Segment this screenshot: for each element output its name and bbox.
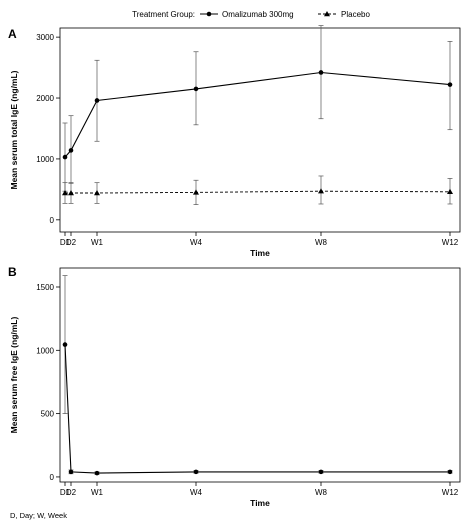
x-axis-label-b: Time: [250, 498, 270, 508]
y-tick-label: 1000: [36, 346, 54, 355]
footnote: D, Day; W, Week: [10, 511, 67, 520]
x-tick-label: D2: [66, 238, 77, 247]
y-axis-label-b: Mean serum free IgE (ng/mL): [9, 317, 19, 434]
x-tick-label: D1: [60, 238, 71, 247]
data-point: [447, 82, 453, 87]
series-line: [64, 71, 451, 158]
legend-marker-circle: [206, 11, 212, 17]
x-tick-label: W4: [190, 238, 203, 247]
x-tick-label: W8: [315, 238, 328, 247]
x-tick-label: W8: [315, 488, 328, 497]
legend-item-placebo: Placebo: [318, 10, 370, 19]
y-tick-label: 500: [41, 410, 55, 419]
x-tick-label: W12: [442, 488, 459, 497]
y-tick-label: 3000: [36, 33, 54, 42]
data-point: [318, 188, 324, 194]
data-point: [62, 342, 68, 347]
data-point: [447, 469, 453, 475]
y-tick-label: 0: [50, 473, 55, 482]
plot-area-a: [62, 25, 453, 205]
data-point: [62, 190, 68, 196]
data-point: [94, 470, 100, 476]
legend-label-omalizumab: Omalizumab 300mg: [222, 10, 294, 19]
x-tick-label: D1: [60, 488, 71, 497]
y-tick-label: 2000: [36, 94, 54, 103]
series-line: [64, 344, 450, 474]
plot-frame-a: [59, 27, 461, 233]
data-point: [193, 86, 199, 92]
series-line: [65, 190, 451, 194]
plot-frame-b: [59, 267, 461, 483]
y-tick-label: 0: [50, 216, 55, 225]
legend: Treatment Group: Omalizumab 300mg Placeb…: [132, 10, 370, 19]
x-tick-label: D2: [66, 488, 77, 497]
legend-title: Treatment Group:: [132, 10, 195, 19]
y-axis-b: 0 500 1000 1500: [36, 283, 60, 482]
y-axis-a: 0 1000 2000 3000: [36, 33, 60, 225]
x-tick-label: W12: [442, 238, 459, 247]
data-point: [94, 190, 100, 196]
data-point: [318, 469, 324, 475]
x-tick-label: W1: [91, 238, 104, 247]
data-point: [193, 469, 199, 475]
legend-marker-triangle: [324, 11, 330, 17]
y-axis-label-a: Mean serum total IgE (ng/mL): [9, 70, 19, 189]
panel-label-b: B: [8, 265, 17, 279]
y-tick-label: 1500: [36, 283, 54, 292]
data-point: [62, 154, 68, 160]
plot-area-b: [62, 275, 453, 476]
x-tick-label: W1: [91, 488, 104, 497]
legend-label-placebo: Placebo: [341, 10, 370, 19]
data-point: [94, 98, 100, 103]
x-tick-label: W4: [190, 488, 203, 497]
data-point: [68, 190, 74, 196]
data-point: [193, 189, 199, 195]
legend-item-omalizumab: Omalizumab 300mg: [200, 10, 294, 19]
y-tick-label: 1000: [36, 155, 54, 164]
data-point: [68, 148, 74, 153]
x-axis-label-a: Time: [250, 248, 270, 258]
data-point: [318, 70, 324, 75]
data-point: [68, 469, 74, 475]
data-point: [447, 188, 453, 195]
panel-label-a: A: [8, 27, 17, 41]
